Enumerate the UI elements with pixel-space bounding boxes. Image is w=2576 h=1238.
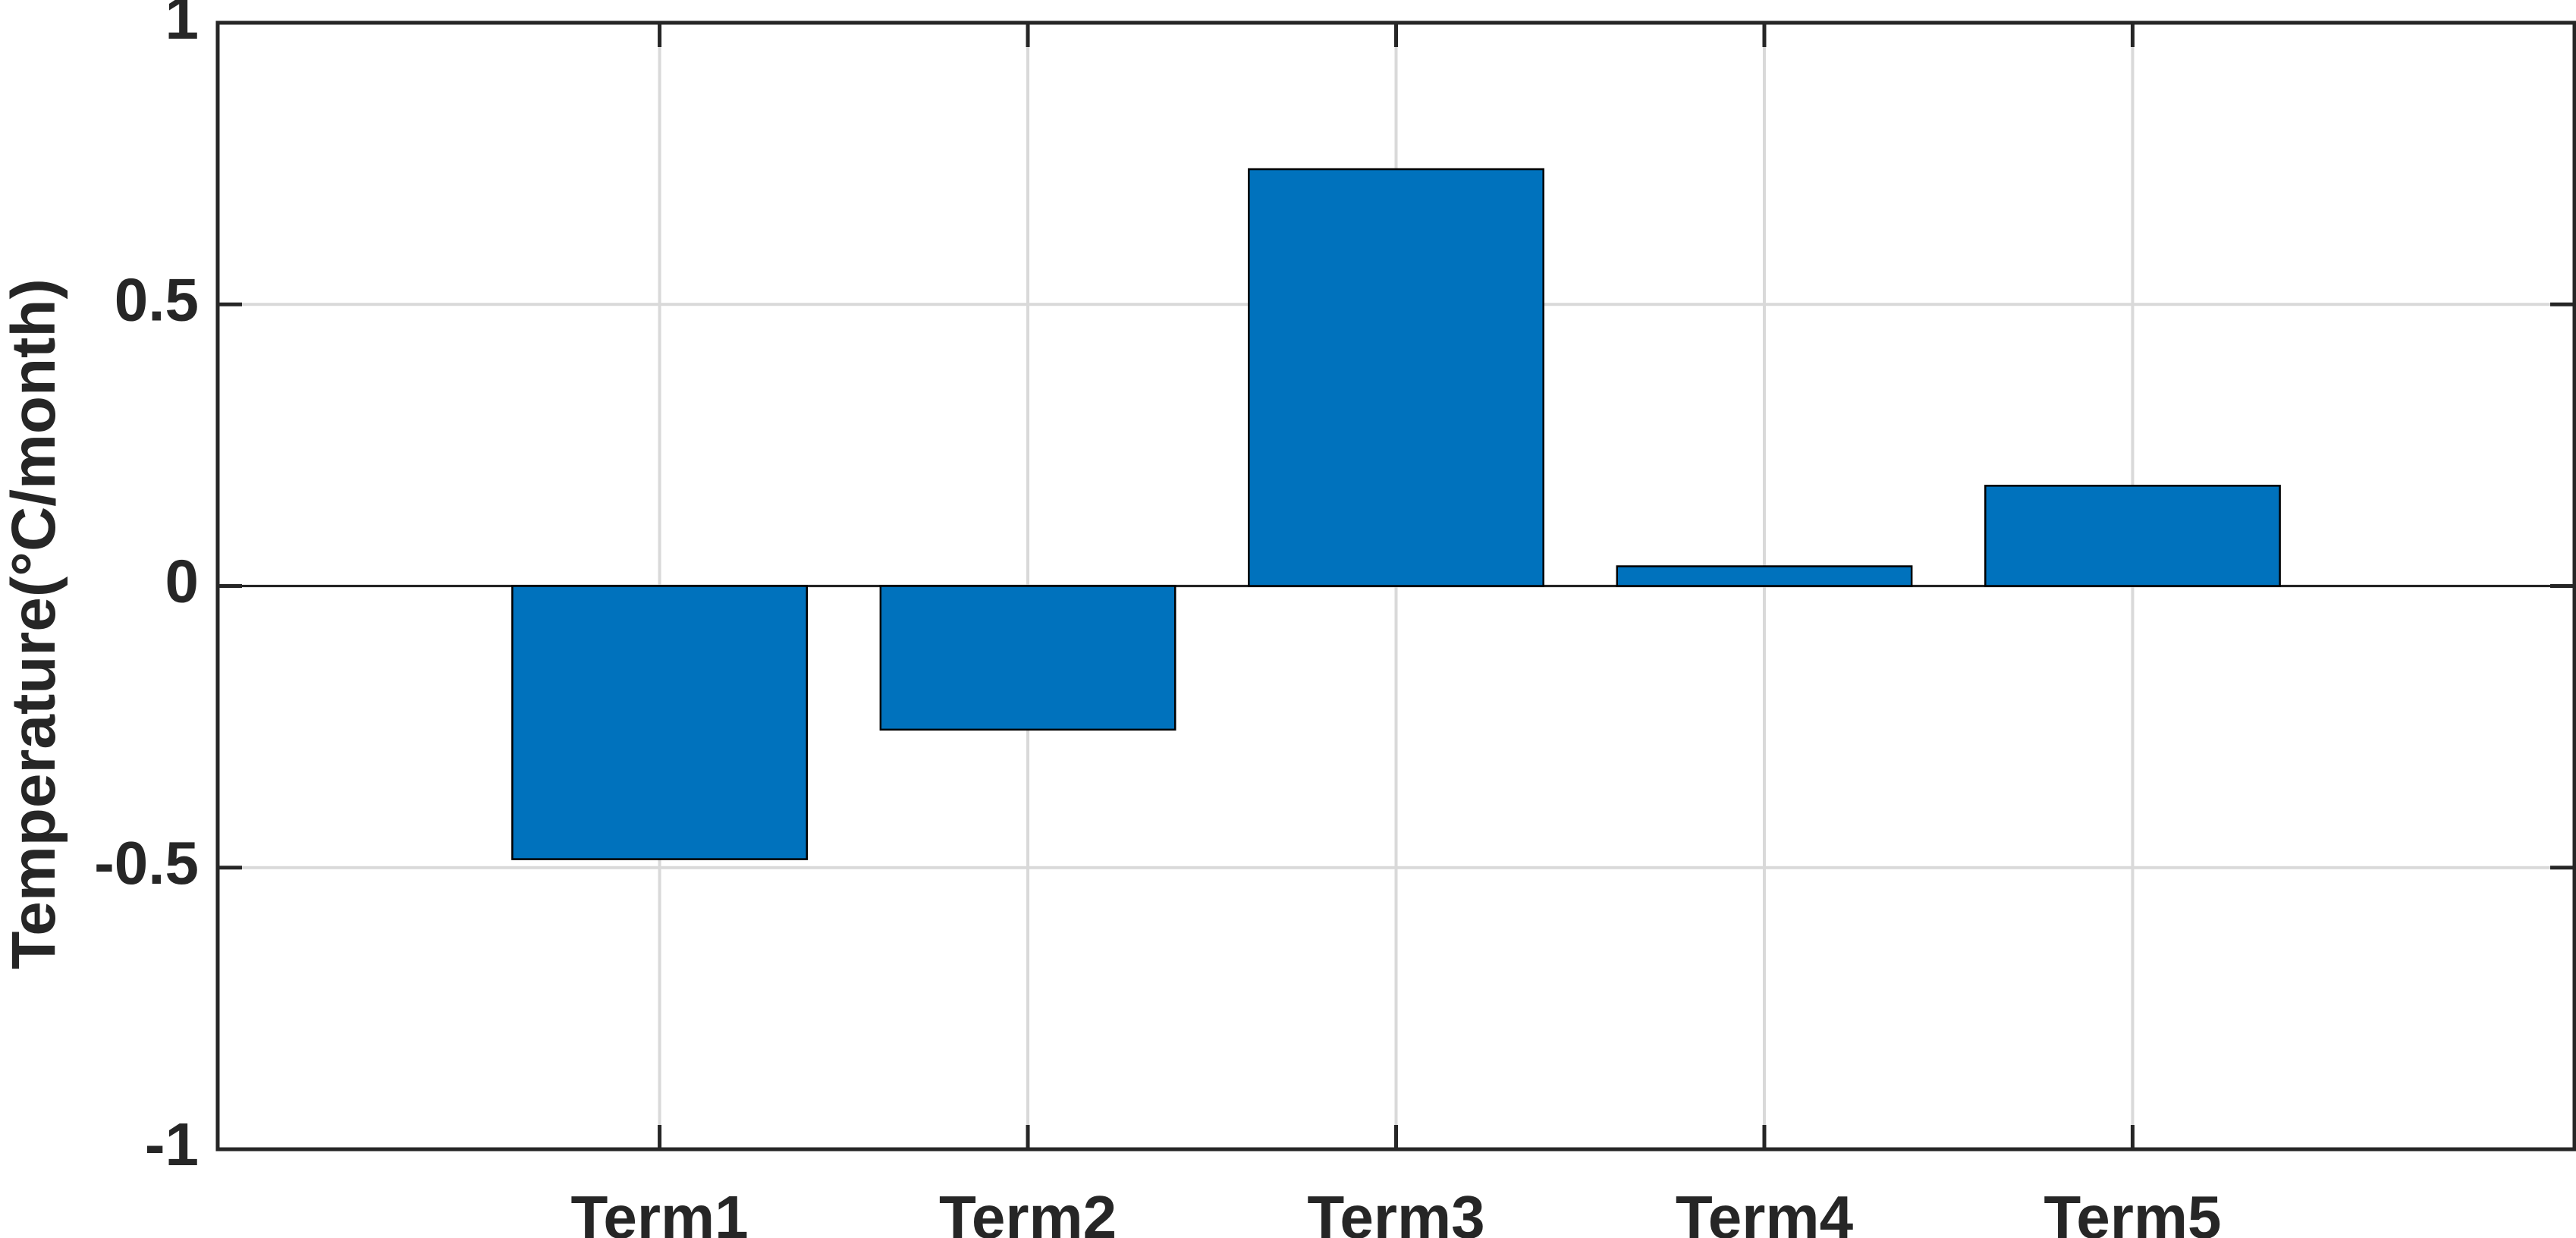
x-tick-labels: Term1 Term2 Term3 Term4 Term5 xyxy=(570,1183,2221,1238)
x-tick-label: Term1 xyxy=(570,1183,748,1238)
y-tick-label: 0.5 xyxy=(115,266,199,333)
y-tick-label: -1 xyxy=(145,1111,199,1178)
bars xyxy=(511,168,2281,860)
x-tick-label: Term4 xyxy=(1676,1183,1854,1238)
y-tick-label: -0.5 xyxy=(94,829,199,897)
x-tick-label: Term5 xyxy=(2044,1183,2221,1238)
x-tick-label: Term2 xyxy=(939,1183,1117,1238)
bar-term4 xyxy=(1616,565,1913,587)
axis-ticks xyxy=(218,20,2574,1152)
bar-term2 xyxy=(879,585,1176,731)
bar-term5 xyxy=(1984,485,2281,587)
bar-term3 xyxy=(1248,168,1544,587)
y-axis-label: Temperature(°C/month) xyxy=(0,278,68,969)
y-tick-label: 1 xyxy=(165,0,199,52)
y-tick-label: 0 xyxy=(165,548,199,615)
bar-term1 xyxy=(511,585,808,860)
x-tick-label: Term3 xyxy=(1307,1183,1484,1238)
y-tick-labels: -1 -0.5 0 0.5 1 xyxy=(94,0,199,1178)
